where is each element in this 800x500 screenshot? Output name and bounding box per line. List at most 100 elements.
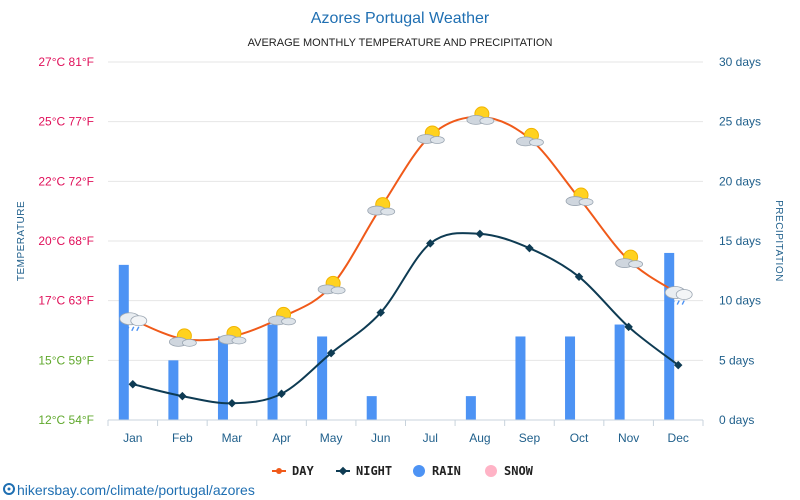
legend-item-night[interactable]: NIGHT	[336, 464, 392, 478]
month-label: May	[320, 431, 343, 445]
chart-subtitle: AVERAGE MONTHLY TEMPERATURE AND PRECIPIT…	[248, 37, 553, 49]
sun-cloud-icon	[615, 249, 644, 268]
rain-drop	[681, 300, 685, 305]
legend-swatch-marker	[338, 466, 348, 476]
sun-cloud-icon	[516, 127, 544, 147]
night-point	[128, 379, 138, 389]
sun-cloud-icon	[466, 106, 495, 125]
right-tick-label: 5 days	[719, 353, 754, 367]
month-label: Dec	[668, 431, 689, 445]
sun-cloud-icon	[317, 275, 346, 295]
month-label: Jan	[123, 431, 142, 445]
sun-cloud-icon	[565, 187, 594, 206]
legend-swatch-marker	[413, 465, 425, 477]
temperature-lines	[128, 115, 683, 408]
legend-item-day[interactable]: DAY	[272, 464, 314, 478]
cloud-shape	[628, 260, 644, 268]
rain-bars	[118, 252, 675, 420]
rain-bar	[168, 360, 179, 420]
rain-cloud-icon	[664, 286, 693, 305]
cloud-shape	[429, 136, 445, 144]
sun-cloud-icon	[367, 197, 396, 216]
month-label: Nov	[618, 431, 639, 445]
legend-swatch-marker	[485, 465, 497, 477]
rain-drop	[676, 300, 680, 305]
rain-bar	[217, 336, 228, 420]
cloud-shape	[578, 198, 594, 206]
right-tick-label: 10 days	[719, 294, 761, 308]
day-line	[132, 115, 679, 342]
night-point	[326, 348, 336, 358]
night-point	[178, 391, 187, 401]
rain-drop	[131, 326, 135, 332]
night-point	[624, 322, 633, 332]
legend: DAY NIGHT RAIN SNOW	[272, 464, 534, 478]
night-point	[376, 308, 385, 317]
night-line	[132, 232, 679, 405]
right-tick-label: 0 days	[719, 413, 754, 427]
month-label: Mar	[222, 431, 243, 445]
legend-swatch-marker	[276, 468, 282, 474]
rain-bar	[614, 324, 625, 420]
rain-bar	[515, 336, 526, 420]
rain-bar	[267, 324, 278, 420]
rain-bar	[565, 336, 576, 420]
left-tick-label: 22°C 72°F	[38, 174, 94, 188]
rain-drop	[136, 326, 140, 332]
left-tick-label: 27°C 81°F	[38, 55, 94, 69]
rain-drop	[671, 300, 675, 305]
chart-title: Azores Portugal Weather	[311, 10, 490, 27]
night-point	[426, 239, 435, 248]
night-point	[475, 229, 485, 239]
pin-icon	[3, 483, 15, 495]
month-label: Feb	[172, 431, 193, 445]
footer-link[interactable]: hikersbay.com/climate/portugal/azores	[3, 482, 255, 498]
sun-cloud-icon	[218, 325, 247, 345]
rain-cloud-icon	[119, 312, 148, 332]
footer-text[interactable]: hikersbay.com/climate/portugal/azores	[17, 482, 255, 498]
rain-bar	[366, 396, 377, 420]
cloud-shape	[529, 138, 544, 147]
legend-label: NIGHT	[356, 464, 392, 478]
legend-label: SNOW	[504, 464, 534, 478]
month-label: Sep	[519, 431, 541, 445]
grid	[108, 61, 703, 421]
rain-drop	[126, 326, 130, 332]
rain-bar	[664, 252, 675, 420]
legend-item-snow[interactable]: SNOW	[485, 464, 534, 478]
night-point	[525, 243, 534, 253]
cloud-shape	[130, 315, 148, 327]
cloud-shape	[181, 338, 197, 347]
legend-label: DAY	[292, 464, 314, 478]
month-label: Jun	[371, 431, 390, 445]
night-point	[277, 389, 286, 398]
axes: 27°C 81°F 25°C 77°F 22°C 72°F 20°C 68°F 17°C…	[38, 55, 761, 445]
pin-icon-dot	[7, 487, 11, 491]
sun-cloud-icon	[168, 328, 197, 347]
right-tick-label: 20 days	[719, 174, 761, 188]
left-tick-label: 12°C 54°F	[38, 413, 94, 427]
precipitation-axis-title: PRECIPITATION	[773, 200, 784, 282]
cloud-shape	[231, 336, 247, 345]
cloud-shape	[675, 289, 693, 300]
cloud-shape	[330, 286, 346, 295]
night-point	[227, 399, 237, 408]
right-tick-label: 15 days	[719, 234, 761, 248]
left-tick-label: 17°C 63°F	[38, 294, 94, 308]
rain-bar	[317, 336, 328, 420]
legend-item-rain[interactable]: RAIN	[413, 464, 461, 478]
night-point	[574, 272, 584, 282]
left-tick-label: 25°C 77°F	[38, 115, 94, 129]
sun-cloud-icon	[416, 125, 445, 144]
right-tick-label: 30 days	[719, 55, 761, 69]
rain-bar	[465, 396, 476, 420]
month-label: Aug	[469, 431, 490, 445]
weather-icons	[119, 106, 693, 347]
legend-label: RAIN	[432, 464, 461, 478]
night-point	[673, 360, 683, 370]
sun-cloud-icon	[268, 306, 296, 326]
month-label: Oct	[570, 431, 589, 445]
cloud-shape	[281, 317, 296, 326]
month-label: Jul	[423, 431, 438, 445]
